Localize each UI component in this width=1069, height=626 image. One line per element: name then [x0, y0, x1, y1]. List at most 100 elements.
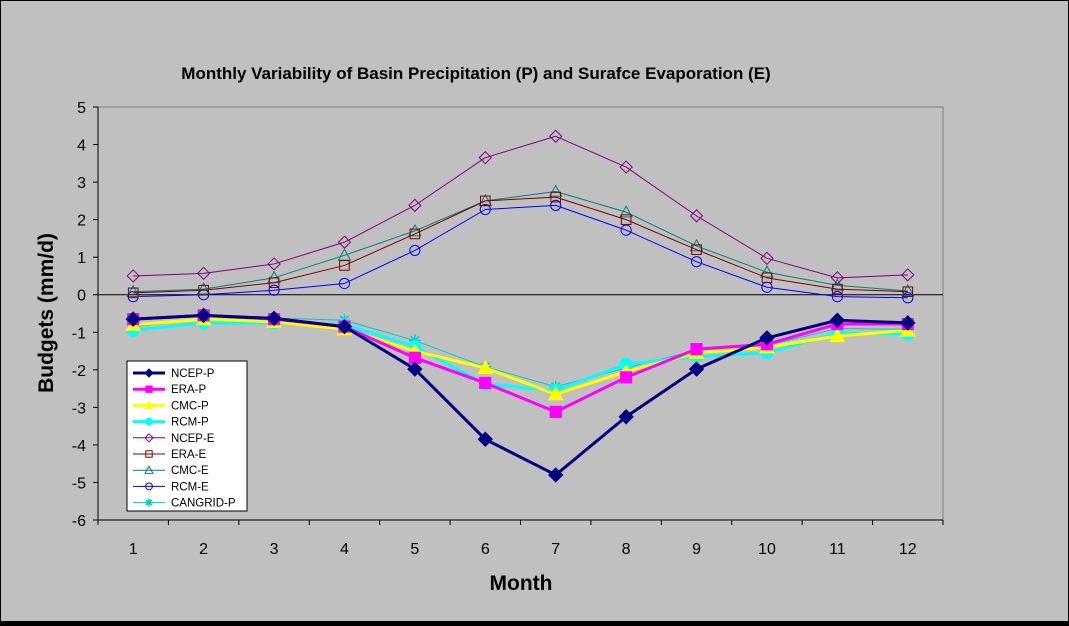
- x-tick-label: 8: [622, 541, 631, 558]
- data-point: [477, 359, 494, 375]
- data-point: [901, 268, 915, 282]
- data-point: [145, 385, 153, 393]
- data-point: [144, 400, 154, 410]
- data-point: [268, 277, 280, 289]
- data-point: [337, 248, 352, 261]
- data-point: [479, 195, 491, 207]
- y-tick-label: 0: [77, 288, 86, 305]
- data-point: [266, 310, 282, 327]
- data-point: [337, 235, 352, 249]
- series-line: [133, 313, 908, 477]
- legend-item: CMC-P: [133, 400, 209, 412]
- data-point: [127, 287, 139, 299]
- y-tick-label: -2: [72, 363, 86, 380]
- data-point: [900, 283, 915, 297]
- chart-title: Monthly Variability of Basin Precipitati…: [181, 64, 770, 83]
- data-point: [550, 199, 562, 211]
- legend-item: NCEP-P: [133, 368, 215, 380]
- data-point: [548, 467, 564, 483]
- data-point: [338, 277, 351, 290]
- data-point: [198, 284, 209, 296]
- y-tick-label: 4: [77, 138, 86, 155]
- data-point: [145, 482, 153, 491]
- y-tick-label: 2: [77, 213, 86, 230]
- x-tick-label: 7: [551, 541, 560, 558]
- data-point: [760, 265, 774, 278]
- x-tick-label: 1: [129, 541, 138, 558]
- legend-label: RCM-E: [171, 481, 209, 493]
- legend-item: ERA-E: [133, 449, 206, 461]
- legend-label: CMC-E: [171, 465, 209, 477]
- data-point: [267, 257, 281, 271]
- data-point: [620, 224, 632, 236]
- y-axis-label: Budgets (mm/d): [35, 233, 58, 393]
- data-point: [126, 284, 141, 298]
- x-tick-label: 5: [410, 541, 419, 558]
- x-tick-label: 2: [199, 541, 208, 558]
- data-point: [479, 376, 492, 390]
- y-tick-label: 1: [77, 250, 86, 267]
- legend-label: NCEP-E: [171, 433, 215, 445]
- data-point: [478, 150, 492, 165]
- x-tick-label: 4: [340, 541, 349, 558]
- series-line: [133, 196, 908, 294]
- data-point: [268, 284, 280, 296]
- data-point: [144, 368, 154, 378]
- data-point: [409, 244, 421, 257]
- data-point: [902, 292, 914, 304]
- series-line: [133, 204, 908, 299]
- x-tick-label: 10: [758, 541, 776, 558]
- x-tick-label: 9: [692, 541, 701, 558]
- x-axis: 1 2 3 4 5 6 7 8 9 10 11 12: [97, 519, 944, 558]
- x-tick-label: 6: [481, 541, 490, 558]
- data-point: [477, 431, 493, 447]
- series-line: [133, 190, 908, 293]
- data-point: [196, 266, 211, 281]
- legend-label: RCM-P: [171, 417, 209, 429]
- legend-label: CANGRID-P: [171, 498, 236, 510]
- data-point: [618, 409, 634, 425]
- series-line: [133, 321, 908, 392]
- data-point: [550, 191, 562, 203]
- data-point: [689, 209, 704, 223]
- data-point: [144, 465, 154, 474]
- data-point: [126, 269, 140, 283]
- data-point: [196, 282, 211, 295]
- data-point: [829, 312, 846, 328]
- data-point: [900, 315, 916, 331]
- data-point: [336, 318, 353, 335]
- data-point: [549, 405, 562, 418]
- series-line: [133, 317, 908, 396]
- y-tick-label: -6: [72, 513, 86, 530]
- y-tick-label: -4: [72, 438, 86, 455]
- data-point: [195, 307, 212, 324]
- data-point: [408, 223, 422, 237]
- legend-label: NCEP-P: [171, 368, 215, 380]
- data-point: [620, 214, 632, 225]
- y-tick-label: 5: [77, 100, 86, 117]
- data-point: [829, 327, 846, 343]
- legend-label: ERA-E: [171, 449, 206, 461]
- data-point: [761, 281, 773, 293]
- legend-item: CMC-E: [133, 465, 209, 477]
- data-point: [690, 343, 703, 356]
- data-point: [760, 251, 774, 266]
- series-line: [133, 135, 908, 279]
- legend-item: RCM-E: [133, 481, 209, 493]
- data-point: [548, 184, 563, 197]
- data-point: [479, 203, 491, 216]
- data-point: [145, 417, 153, 426]
- data-point: [831, 291, 843, 303]
- data-point: [902, 286, 914, 298]
- legend-label: ERA-P: [171, 384, 206, 396]
- data-point: [145, 450, 153, 458]
- legend-item: ERA-P: [133, 384, 206, 396]
- data-point: [408, 198, 422, 213]
- legend-label: CMC-P: [171, 400, 209, 412]
- x-axis-label: Month: [490, 572, 553, 595]
- data-point: [339, 260, 350, 271]
- legend-item: CANGRID-P: [133, 498, 236, 510]
- data-point: [547, 386, 564, 401]
